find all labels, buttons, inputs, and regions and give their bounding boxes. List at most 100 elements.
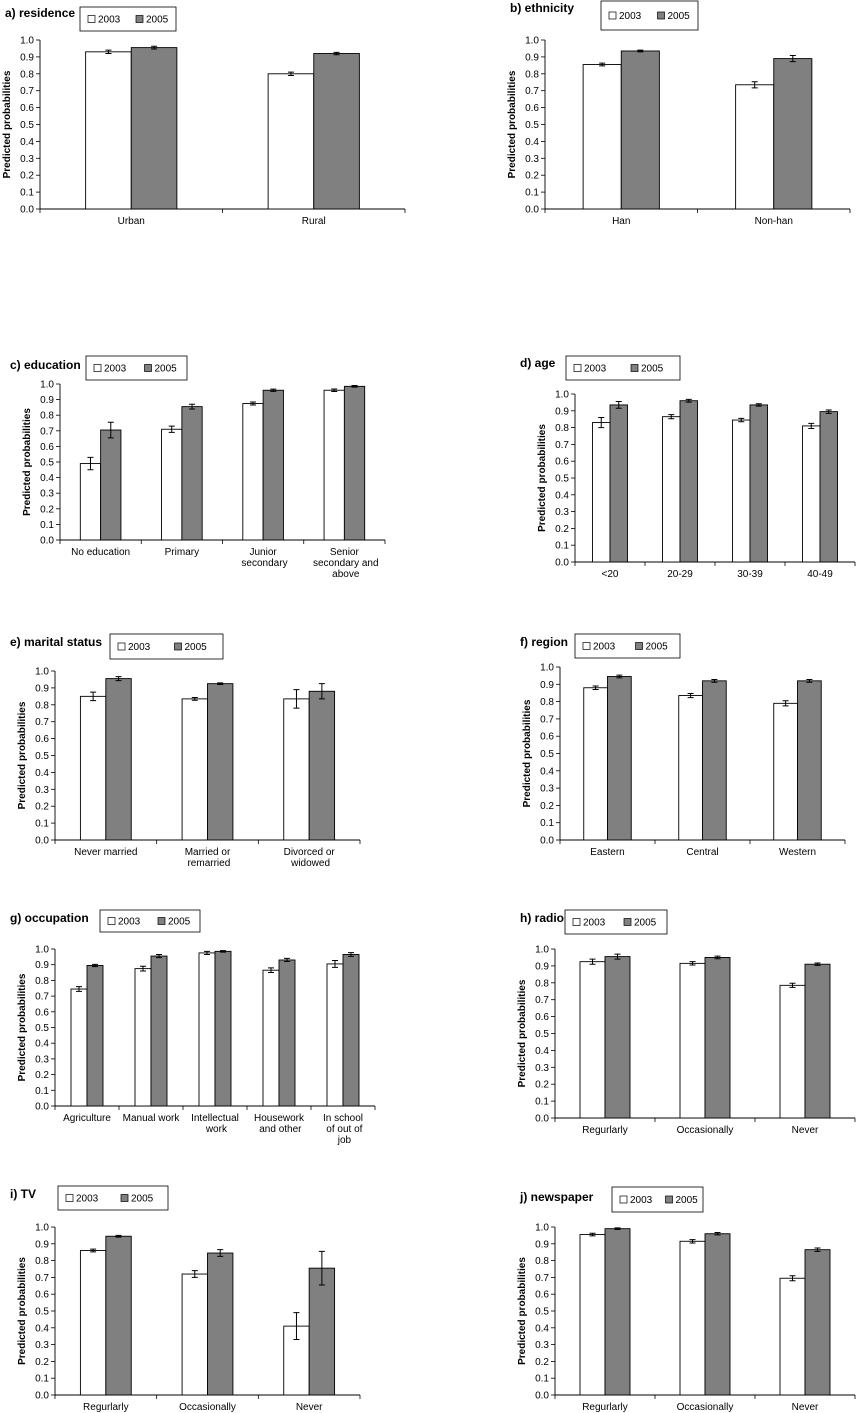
x-tick-label: Housework and other bbox=[254, 1113, 305, 1135]
bar bbox=[79, 463, 102, 541]
error-bar bbox=[168, 425, 175, 433]
legend-box bbox=[57, 1185, 169, 1211]
x-tick-label: Agriculture bbox=[63, 1113, 111, 1124]
legend-label: 2003 bbox=[118, 917, 141, 928]
y-tick-label: 0.2 bbox=[525, 171, 539, 182]
legend-label: 2005 bbox=[185, 642, 208, 653]
error-bar bbox=[814, 1247, 821, 1252]
legend-swatch bbox=[657, 11, 665, 20]
bar bbox=[797, 680, 822, 841]
legend-label: 2005 bbox=[634, 918, 657, 929]
error-bar bbox=[738, 417, 745, 423]
legend-box bbox=[79, 6, 177, 32]
y-tick-label: 0.4 bbox=[20, 137, 34, 148]
bar bbox=[678, 695, 703, 841]
bar bbox=[85, 51, 132, 210]
x-tick-label: Divorced or widowed bbox=[284, 847, 336, 869]
error-bar bbox=[711, 678, 718, 683]
y-axis-label: Predicted probabilities bbox=[2, 70, 13, 178]
chart-title: j) newspaper bbox=[519, 1190, 594, 1204]
bar bbox=[100, 429, 122, 541]
x-tick-label: 40-49 bbox=[807, 569, 833, 580]
error-bar bbox=[615, 401, 622, 409]
y-tick-label: 1.0 bbox=[35, 945, 49, 956]
error-bar bbox=[614, 1227, 621, 1231]
error-bar bbox=[598, 417, 605, 429]
y-tick-label: 0.1 bbox=[20, 188, 34, 199]
error-bar bbox=[331, 388, 338, 392]
error-bar bbox=[685, 398, 692, 403]
y-tick-label: 0.3 bbox=[20, 154, 34, 165]
x-tick-label: In school of out of job bbox=[323, 1113, 363, 1146]
chart-title: c) education bbox=[10, 358, 81, 372]
x-tick-label: Occasionally bbox=[179, 1402, 236, 1413]
bar bbox=[198, 952, 216, 1107]
bar bbox=[105, 1235, 132, 1396]
error-bar bbox=[599, 62, 606, 67]
legend-swatch bbox=[619, 1195, 628, 1204]
bar bbox=[343, 385, 366, 541]
y-axis-label: Predicted probabilities bbox=[17, 973, 28, 1081]
y-tick-label: 0.4 bbox=[555, 490, 569, 501]
error-bar bbox=[270, 388, 277, 392]
y-tick-label: 0.4 bbox=[35, 768, 49, 779]
error-bar bbox=[189, 403, 196, 410]
bar bbox=[308, 690, 336, 841]
y-tick-label: 0.8 bbox=[40, 411, 54, 422]
y-tick-label: 0.2 bbox=[535, 1357, 549, 1368]
legend-swatch bbox=[107, 917, 116, 925]
error-bar bbox=[217, 682, 224, 686]
bar bbox=[604, 1228, 631, 1396]
y-tick-label: 1.0 bbox=[555, 390, 569, 401]
error-bar bbox=[789, 1275, 796, 1282]
bar bbox=[583, 687, 608, 841]
y-tick-label: 0.7 bbox=[540, 714, 554, 725]
y-tick-label: 0.7 bbox=[20, 86, 34, 97]
chart: g) occupation Predicted probabilities 2003… bbox=[10, 909, 376, 1146]
error-bar bbox=[348, 952, 354, 957]
bar bbox=[704, 1233, 731, 1396]
legend-label: 2005 bbox=[146, 15, 169, 26]
y-tick-label: 0.6 bbox=[35, 1290, 49, 1301]
legend-label: 2003 bbox=[619, 11, 642, 22]
y-tick-label: 0.5 bbox=[540, 749, 554, 760]
y-tick-label: 1.0 bbox=[35, 667, 49, 678]
x-tick-label: Han bbox=[612, 216, 630, 227]
y-axis-label: Predicted probabilities bbox=[522, 699, 533, 807]
y-tick-label: 0.4 bbox=[535, 1323, 549, 1334]
bar bbox=[819, 411, 838, 563]
bar bbox=[134, 968, 152, 1107]
x-tick-label: Central bbox=[686, 847, 718, 858]
y-tick-label: 0.0 bbox=[35, 1102, 49, 1113]
bar bbox=[702, 680, 727, 841]
legend-swatch bbox=[135, 15, 144, 23]
y-tick-label: 0.9 bbox=[40, 395, 54, 406]
y-tick-label: 0.6 bbox=[540, 732, 554, 743]
x-tick-label: Urban bbox=[118, 216, 145, 227]
bar bbox=[342, 954, 360, 1107]
legend-label: 2005 bbox=[168, 917, 191, 928]
y-tick-label: 0.6 bbox=[35, 734, 49, 745]
error-bar bbox=[318, 1250, 325, 1286]
error-bar bbox=[789, 55, 796, 63]
y-tick-label: 0.7 bbox=[40, 426, 54, 437]
chart-title: h) radio bbox=[520, 911, 564, 925]
legend-box bbox=[600, 0, 699, 31]
error-bar bbox=[220, 950, 226, 953]
x-tick-label: No education bbox=[71, 547, 130, 558]
legend-swatch bbox=[87, 15, 96, 23]
bar bbox=[105, 678, 132, 841]
chart-title: g) occupation bbox=[10, 911, 89, 925]
legend-label: 2003 bbox=[76, 1194, 99, 1205]
error-bar bbox=[668, 414, 675, 420]
y-tick-label: 0.1 bbox=[35, 819, 49, 830]
y-tick-label: 0.1 bbox=[525, 188, 539, 199]
y-axis-label: Predicted probabilities bbox=[17, 701, 28, 809]
x-tick-label: Senior secondary and above bbox=[310, 547, 378, 580]
legend-swatch bbox=[120, 1194, 129, 1202]
error-bar bbox=[333, 51, 340, 56]
chart: h) radio Predicted probabilities 2003 2005 0… bbox=[517, 909, 856, 1136]
legend-label: 2003 bbox=[98, 15, 121, 26]
error-bar bbox=[284, 957, 290, 963]
bar bbox=[313, 53, 360, 210]
